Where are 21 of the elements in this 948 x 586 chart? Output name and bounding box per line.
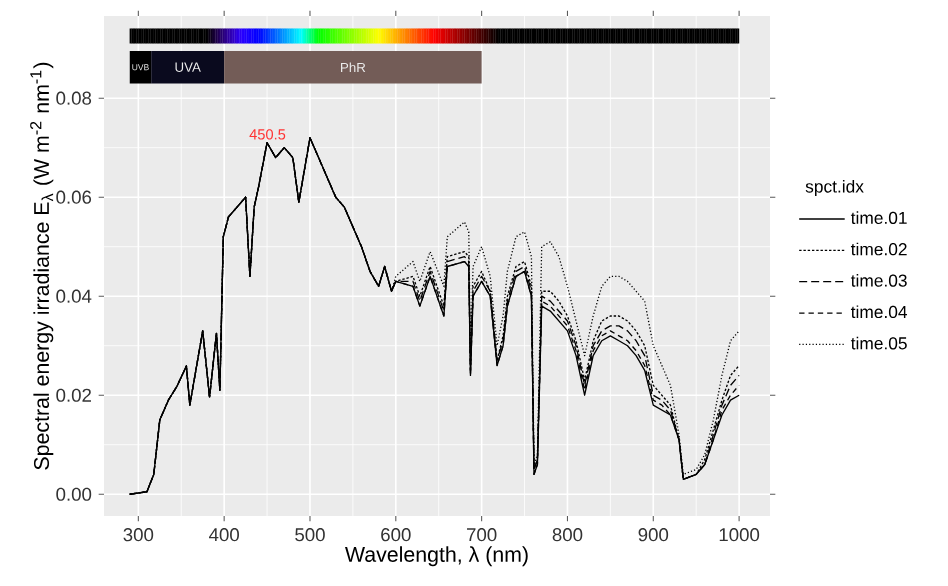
x-tick-label: 1000 xyxy=(719,528,760,542)
legend-label: time.05 xyxy=(850,336,907,350)
x-tick-label: 800 xyxy=(552,528,583,542)
y-tick-label: 0.06 xyxy=(56,190,92,204)
x-tick-label: 500 xyxy=(295,528,325,542)
legend-label: time.01 xyxy=(850,211,907,225)
y-axis-title: Spectral energy irradiance E$_{λ}$ (W m$^{-2}$ nm$^{-1}$) xyxy=(30,62,54,470)
x-tick-label: 900 xyxy=(638,528,669,542)
x-axis-title: Wavelength, λ (nm) xyxy=(345,546,528,567)
y-tick-label: 0.00 xyxy=(56,487,92,501)
x-tick-label: 400 xyxy=(209,528,239,542)
x-tick-label: 300 xyxy=(123,528,154,542)
x-tick-label: 700 xyxy=(467,528,497,542)
legend-title: spct.idx xyxy=(805,179,864,197)
y-tick-label: 0.02 xyxy=(56,388,91,402)
legend-label: time.02 xyxy=(850,242,907,256)
y-tick-label: 0.08 xyxy=(56,91,92,105)
legend-label: time.03 xyxy=(850,274,907,287)
x-tick-label: 600 xyxy=(381,528,411,542)
legend-label: time.04 xyxy=(850,305,908,319)
y-tick-label: 0.04 xyxy=(56,289,92,303)
